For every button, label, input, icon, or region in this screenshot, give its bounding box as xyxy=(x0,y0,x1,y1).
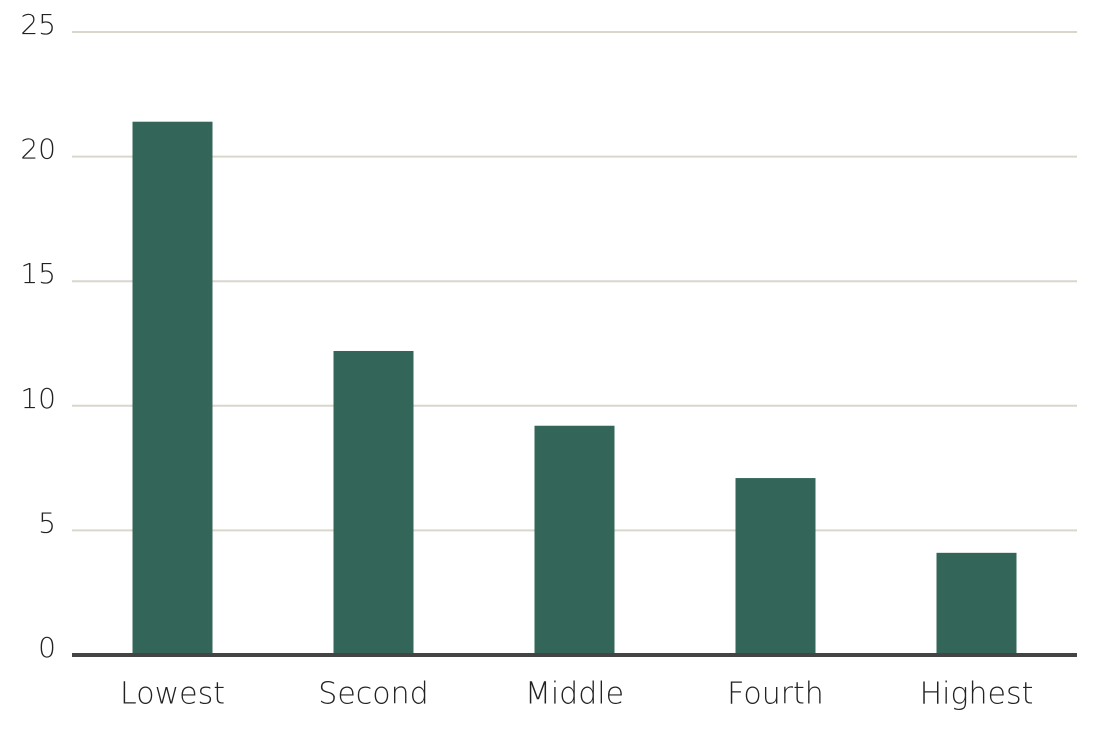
x-tick-label: Fourth xyxy=(727,677,824,712)
x-tick-label: Highest xyxy=(920,677,1034,712)
bar xyxy=(333,350,414,655)
x-tick-label: Lowest xyxy=(120,677,225,712)
x-tick-label: Middle xyxy=(525,677,624,712)
y-tick-label: 25 xyxy=(20,8,56,41)
bar xyxy=(534,425,615,655)
y-tick-label: 10 xyxy=(20,382,56,415)
bar xyxy=(936,552,1017,655)
y-tick-label: 20 xyxy=(20,133,56,166)
y-tick-label: 0 xyxy=(38,631,56,664)
y-tick-label: 5 xyxy=(38,506,56,539)
bar xyxy=(735,478,816,655)
x-tick-label: Second xyxy=(318,677,428,712)
y-tick-label: 15 xyxy=(20,257,56,290)
bar xyxy=(132,121,213,656)
